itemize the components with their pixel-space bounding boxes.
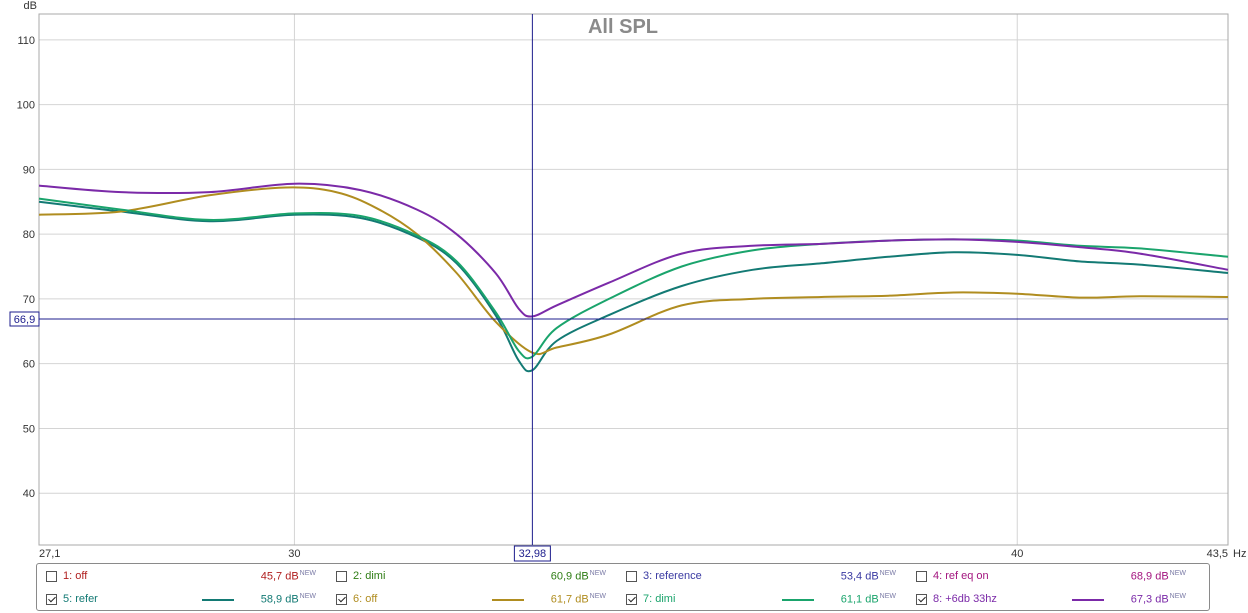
legend-item-3[interactable]: 3: reference 53,4 dBNEW <box>626 568 916 588</box>
legend-swatch <box>492 599 524 601</box>
legend-label: 8: +6db 33hz <box>933 593 997 605</box>
legend-swatch <box>202 599 234 601</box>
legend-value-text: 58,9 dB <box>260 593 299 606</box>
legend-checkbox[interactable] <box>46 594 57 605</box>
y-tick-label: 80 <box>23 229 35 241</box>
legend-value: 68,9 dBNEW <box>1131 570 1186 583</box>
x-tick-label: 40 <box>1011 548 1023 560</box>
cursor-x-readout: 32,98 <box>519 548 547 560</box>
x-tick-label: 27,1 <box>39 548 60 560</box>
y-tick-labels: 40 50 60 70 80 90 100 110 <box>17 35 35 500</box>
legend-value-text: 61,7 dB <box>550 593 589 606</box>
legend-item-6[interactable]: 6: off 61,7 dBNEW <box>336 591 626 611</box>
y-tick-label: 100 <box>17 100 35 112</box>
y-axis-unit-label: dB <box>24 0 37 12</box>
legend-item-5[interactable]: 5: refer 58,9 dBNEW <box>46 591 336 611</box>
legend-item-1[interactable]: 1: off 45,7 dBNEW <box>46 568 336 588</box>
legend-value: 45,7 dBNEW <box>261 570 316 583</box>
series-line-5 <box>38 200 1229 373</box>
spl-chart[interactable]: dB Hz All SPL 40 50 60 70 80 90 100 110 27,1 30 4… <box>0 0 1248 563</box>
legend-value-text: 61,1 dB <box>840 593 879 606</box>
legend-value-text: 68,9 dB <box>1130 570 1169 583</box>
legend-value: 67,3 dBNEW <box>1131 593 1186 606</box>
y-tick-label: 70 <box>23 294 35 306</box>
legend-checkbox[interactable] <box>626 594 637 605</box>
legend-checkbox[interactable] <box>626 571 637 582</box>
legend-new-tag: NEW <box>879 593 896 600</box>
legend-swatch <box>782 599 814 601</box>
y-tick-label: 90 <box>23 164 35 176</box>
y-tick-label: 60 <box>23 359 35 371</box>
legend-label: 7: dimi <box>643 593 676 605</box>
legend-new-tag: NEW <box>879 570 896 577</box>
legend-value: 58,9 dBNEW <box>261 593 316 606</box>
x-tick-labels: 27,1 30 40 43,5 <box>39 548 1228 560</box>
legend-label: 5: refer <box>63 593 98 605</box>
legend-checkbox[interactable] <box>916 594 927 605</box>
cursor-x-readout-box <box>513 545 551 562</box>
x-tick-label: 30 <box>288 548 300 560</box>
legend-checkbox[interactable] <box>916 571 927 582</box>
legend-new-tag: NEW <box>1169 593 1186 600</box>
y-tick-label: 110 <box>17 35 35 47</box>
x-tick-label: 43,5 <box>1207 548 1228 560</box>
legend-new-tag: NEW <box>299 570 316 577</box>
legend-value: 61,1 dBNEW <box>841 593 896 606</box>
series-line-8 <box>38 182 1229 318</box>
cursor-y-readout: 66,9 <box>14 314 35 326</box>
chart-title: All SPL <box>588 16 658 38</box>
legend-item-8[interactable]: 8: +6db 33hz 67,3 dBNEW <box>916 591 1206 611</box>
legend-new-tag: NEW <box>589 570 606 577</box>
plot-area-border <box>38 13 1229 546</box>
legend-value-text: 45,7 dB <box>260 570 299 583</box>
x-axis-unit-label: Hz <box>1233 548 1246 560</box>
y-tick-label: 50 <box>23 423 35 435</box>
legend-item-4[interactable]: 4: ref eq on 68,9 dBNEW <box>916 568 1206 588</box>
legend-value-text: 67,3 dB <box>1130 593 1169 606</box>
cursor-y-readout-box <box>9 311 40 327</box>
legend-panel: 1: off 45,7 dBNEW 2: dimi 60,9 dBNEW 3: refe… <box>36 563 1210 611</box>
cursor[interactable]: 66,9 32,98 <box>9 14 1228 562</box>
legend-checkbox[interactable] <box>336 571 347 582</box>
grid <box>39 14 1228 545</box>
legend-new-tag: NEW <box>589 593 606 600</box>
legend-value-text: 60,9 dB <box>550 570 589 583</box>
legend-new-tag: NEW <box>1169 570 1186 577</box>
legend-value: 53,4 dBNEW <box>841 570 896 583</box>
legend-label: 6: off <box>353 593 378 605</box>
legend-label: 1: off <box>63 570 88 582</box>
series-line-7 <box>38 197 1229 360</box>
legend-label: 3: reference <box>643 570 702 582</box>
legend-label: 2: dimi <box>353 570 386 582</box>
legend-new-tag: NEW <box>299 593 316 600</box>
legend-swatch <box>1072 599 1104 601</box>
legend-value: 60,9 dBNEW <box>551 570 606 583</box>
legend-label: 4: ref eq on <box>933 570 989 582</box>
legend-item-7[interactable]: 7: dimi 61,1 dBNEW <box>626 591 916 611</box>
series-group <box>38 182 1229 373</box>
legend-checkbox[interactable] <box>46 571 57 582</box>
series-line-6 <box>38 186 1229 356</box>
legend-item-2[interactable]: 2: dimi 60,9 dBNEW <box>336 568 626 588</box>
y-tick-label: 40 <box>23 488 35 500</box>
legend-checkbox[interactable] <box>336 594 347 605</box>
legend-value-text: 53,4 dB <box>840 570 879 583</box>
legend-value: 61,7 dBNEW <box>551 593 606 606</box>
